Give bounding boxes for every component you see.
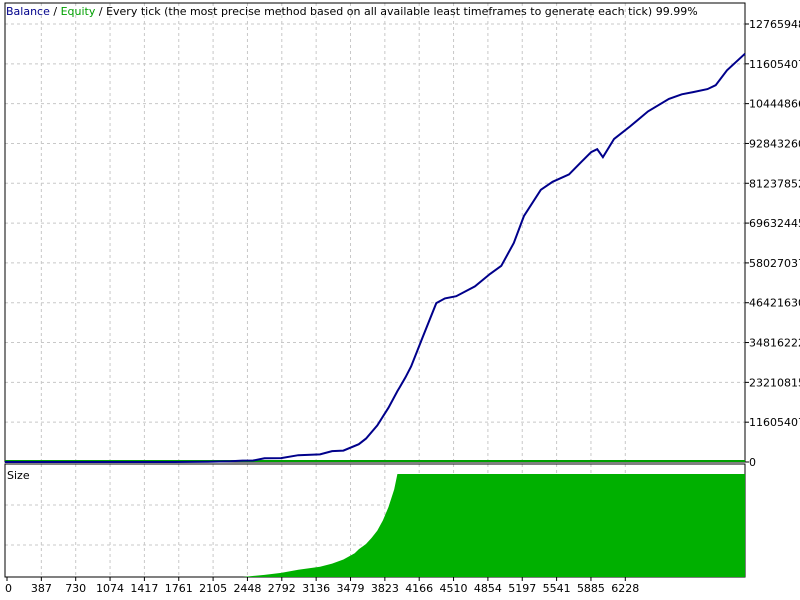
legend-description: Every tick (the most precise method base…: [106, 5, 653, 18]
chart-legend: Balance / Equity / Every tick (the most …: [6, 5, 698, 18]
x-tick-label: 730: [65, 582, 86, 595]
y-tick-label: 11605407: [749, 58, 800, 71]
y-tick-label: 34816222: [749, 337, 800, 350]
x-tick-label: 5541: [543, 582, 571, 595]
y-tick-label: 69632445: [749, 217, 800, 230]
main-grid: [5, 3, 745, 462]
y-tick-label: 58027037: [749, 257, 800, 270]
x-tick-label: 5885: [577, 582, 605, 595]
size-area: [5, 474, 745, 577]
x-tick-label: 4166: [405, 582, 433, 595]
x-tick-label: 1074: [96, 582, 124, 595]
legend-separator: /: [95, 5, 107, 18]
y-tick-label: 12765948: [749, 18, 800, 31]
y-tick-label: 23210815: [749, 376, 800, 389]
y-axis-ticks: 12765948 11605407 10444866 92843260 81237852…: [745, 18, 800, 469]
legend-balance: Balance: [6, 5, 50, 18]
x-tick-label: 3479: [337, 582, 365, 595]
x-tick-label: 4854: [474, 582, 502, 595]
balance-line: [5, 52, 746, 463]
y-tick-label: 0: [749, 456, 756, 469]
x-tick-label: 2105: [199, 582, 227, 595]
x-tick-label: 0: [5, 582, 12, 595]
x-tick-label: 387: [31, 582, 52, 595]
size-panel-title: Size: [7, 469, 30, 482]
y-tick-label: 10444866: [749, 98, 800, 111]
x-tick-label: 2448: [233, 582, 261, 595]
y-tick-label: 81237852: [749, 177, 800, 190]
x-tick-label: 1417: [130, 582, 158, 595]
x-axis-ticks: 0 387 730 1074 1417 1761 2105 2448 2792 3136 3479 3…: [5, 577, 639, 595]
legend-quality: 99.99%: [655, 5, 698, 18]
x-tick-label: 4510: [440, 582, 468, 595]
x-tick-label: 3823: [371, 582, 399, 595]
y-tick-label: 92843260: [749, 137, 800, 150]
x-tick-label: 3136: [302, 582, 330, 595]
x-tick-label: 5197: [508, 582, 536, 595]
x-tick-label: 6228: [611, 582, 639, 595]
main-plot-frame: [4, 2, 746, 463]
x-tick-label: 1761: [165, 582, 193, 595]
legend-equity: Equity: [60, 5, 96, 18]
y-tick-label: 11605407: [749, 416, 800, 429]
y-tick-label: 46421630: [749, 297, 800, 310]
legend-separator: /: [49, 5, 61, 18]
x-tick-label: 2792: [268, 582, 296, 595]
